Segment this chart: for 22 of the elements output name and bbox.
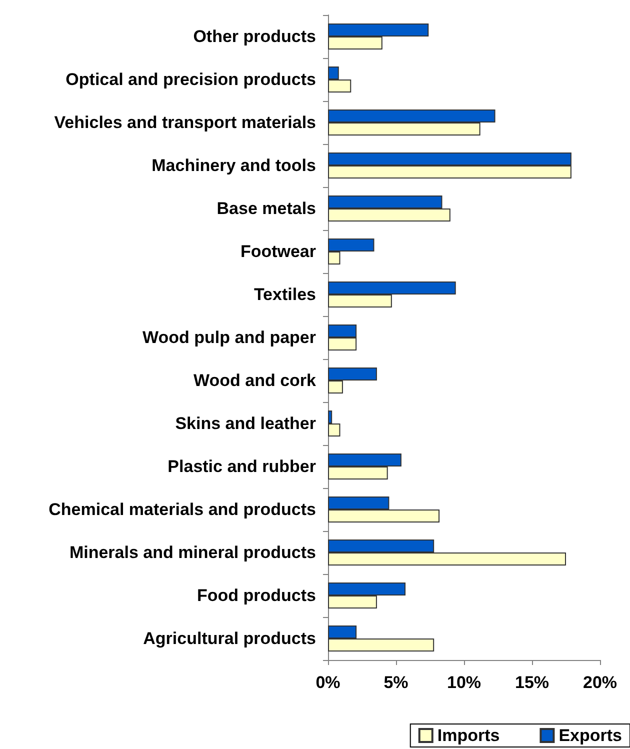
y-tick-label: Optical and precision products <box>66 70 316 89</box>
y-tick-label: Agricultural products <box>143 629 316 648</box>
y-tick-label: Food products <box>197 586 316 605</box>
y-tick-label: Base metals <box>216 199 316 218</box>
legend-label: Imports <box>437 726 500 745</box>
y-tick-label: Chemical materials and products <box>48 500 316 519</box>
x-tick-label: 5% <box>384 673 408 692</box>
y-tick-label: Wood pulp and paper <box>142 328 316 347</box>
y-tick-label: Footwear <box>240 242 316 261</box>
x-tick-label: 0% <box>316 673 340 692</box>
legend-label: Exports <box>558 726 622 745</box>
x-tick-label: 15% <box>514 673 550 692</box>
y-tick-label: Wood and cork <box>194 371 317 390</box>
y-tick-label: Plastic and rubber <box>168 457 316 476</box>
y-tick-label: Machinery and tools <box>152 156 316 175</box>
x-tick-label: 10% <box>446 673 482 692</box>
y-tick-label: Minerals and mineral products <box>69 543 316 562</box>
x-tick-label: 20% <box>582 673 618 692</box>
y-tick-label: Skins and leather <box>175 414 316 433</box>
y-tick-label: Textiles <box>254 285 316 304</box>
y-tick-label: Other products <box>193 27 316 46</box>
y-tick-label: Vehicles and transport materials <box>54 113 316 132</box>
